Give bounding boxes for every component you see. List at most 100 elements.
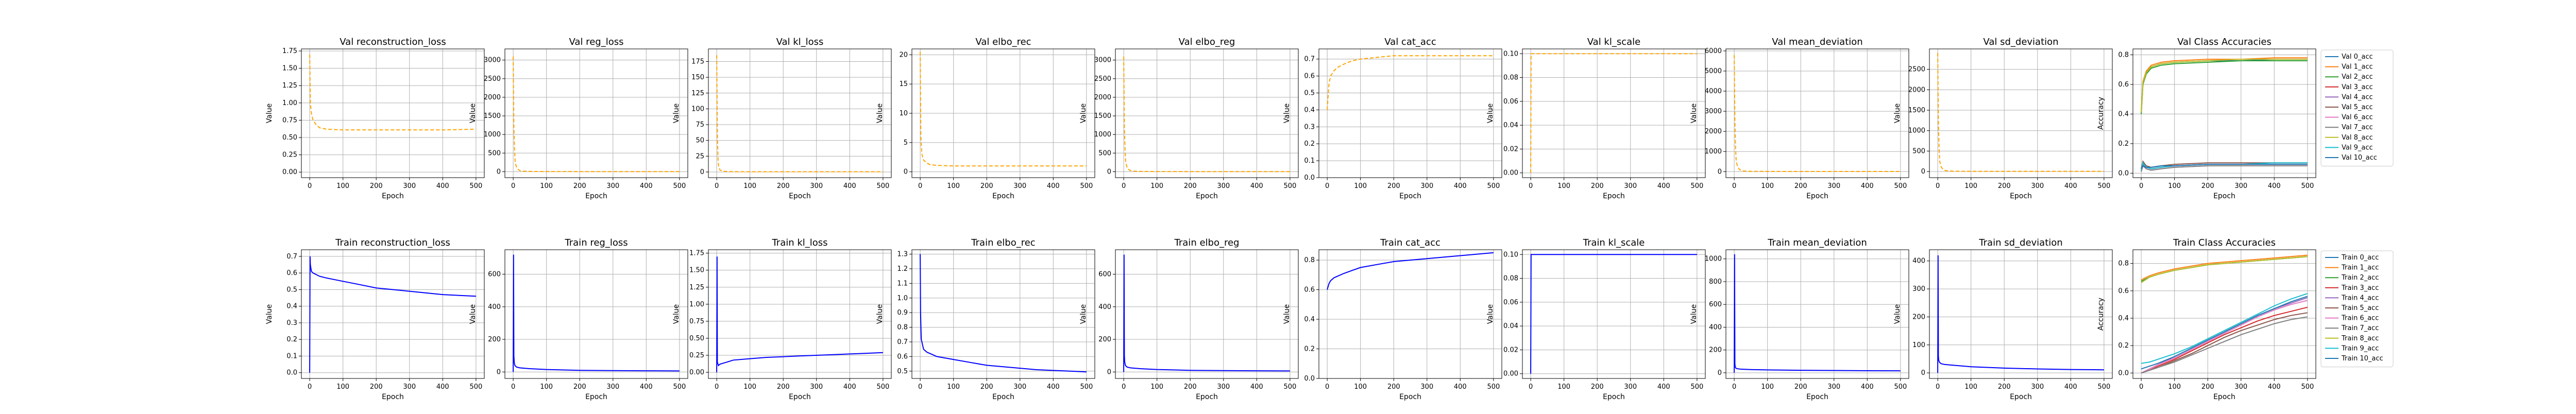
axes-frame (1929, 48, 2113, 178)
series-line-train-1_acc (2141, 254, 2308, 281)
x-tick-label: 500 (2097, 383, 2110, 391)
x-tick-label: 0 (511, 383, 515, 391)
y-tick-label: 0.4 (1304, 106, 1315, 114)
subplot-title: Train mean_deviation (1767, 237, 1867, 248)
y-tick-label: 0.2 (1304, 140, 1315, 148)
x-tick-label: 400 (2064, 383, 2077, 391)
y-axis-label: Value (1893, 304, 1902, 324)
x-tick-label: 400 (1250, 182, 1263, 190)
x-tick-label: 200 (370, 182, 383, 190)
y-tick-label: 0.6 (2118, 81, 2129, 89)
x-tick-label: 100 (1354, 182, 1367, 190)
axes-frame (708, 48, 892, 178)
y-axis-label: Value (469, 304, 477, 324)
y-tick-label: 6000 (1705, 47, 1722, 55)
x-tick-label: 100 (1761, 182, 1774, 190)
x-tick-label: 200 (1184, 383, 1197, 391)
series-line-train-3_acc (2141, 306, 2308, 374)
y-axis-label: Value (1283, 104, 1291, 123)
axes-frame (1725, 48, 1909, 178)
series-line (1123, 254, 1290, 372)
x-tick-label: 400 (436, 383, 449, 391)
y-tick-label: 1000 (1705, 148, 1722, 156)
y-tick-label: 125 (691, 90, 704, 97)
x-tick-label: 500 (2301, 383, 2314, 391)
axes-frame (2132, 48, 2316, 178)
series-line (920, 254, 1087, 373)
y-tick-label: 2500 (1094, 75, 1111, 83)
y-axis-label: Value (672, 304, 681, 324)
subplot-train-10: 0 100 200 300 400 500 0.0 0.2 0.4 0.6 0.8 Train Cla… (2097, 237, 2394, 401)
y-tick-label: 0.00 (1503, 370, 1518, 378)
subplot-title: Train elbo_reg (1174, 237, 1240, 248)
x-tick-label: 500 (673, 182, 686, 190)
x-tick-label: 0 (1529, 383, 1533, 391)
y-tick-label: 1.2 (897, 265, 908, 273)
x-tick-label: 200 (1387, 182, 1400, 190)
y-tick-label: 0.6 (1304, 286, 1315, 294)
y-tick-label: 0 (904, 168, 908, 176)
x-tick-label: 0 (1732, 383, 1736, 391)
y-tick-label: 0.50 (689, 335, 704, 342)
x-tick-label: 500 (673, 383, 686, 391)
series-line (920, 51, 1087, 167)
series-line (1734, 55, 1901, 172)
series-line-val-2_acc (2141, 60, 2308, 114)
y-tick-label: 1500 (484, 112, 501, 120)
y-tick-label: 400 (1912, 257, 1925, 265)
subplot-train-8: 0 100 200 300 400 500 0 200 400 600 800 1000 Train m… (1690, 237, 1909, 401)
x-tick-label: 300 (1420, 383, 1433, 391)
y-tick-label: 2000 (1094, 94, 1111, 101)
axes-frame (1725, 249, 1909, 379)
x-tick-label: 200 (1794, 383, 1807, 391)
x-tick-label: 0 (1122, 182, 1126, 190)
x-axis-label: Epoch (1806, 393, 1828, 401)
series-line (1327, 252, 1494, 290)
subplot-val-6: 0 100 200 300 400 500 0.0 0.1 0.2 0.3 0.4 0.5 0.6 0.7… (1283, 37, 1502, 200)
series-line (513, 56, 680, 173)
y-tick-label: 0.8 (2118, 51, 2129, 59)
axes-frame (1929, 249, 2113, 379)
legend-entry: Val 10_acc (2342, 154, 2377, 162)
x-tick-label: 100 (1761, 383, 1774, 391)
y-tick-label: 0.4 (1304, 316, 1315, 323)
series-line-train-7_acc (2141, 316, 2308, 374)
x-tick-label: 400 (2268, 182, 2281, 190)
y-tick-label: 0.25 (689, 352, 704, 359)
x-tick-label: 400 (640, 182, 653, 190)
x-tick-label: 200 (2201, 182, 2214, 190)
y-tick-label: 0.75 (689, 318, 704, 325)
y-tick-label: 0.3 (286, 319, 297, 327)
legend-entry: Val 6_acc (2342, 114, 2373, 122)
x-tick-label: 400 (1250, 383, 1263, 391)
legend-entry: Val 7_acc (2342, 124, 2373, 131)
x-tick-label: 300 (1827, 182, 1840, 190)
y-tick-label: 0.1 (1304, 157, 1315, 165)
x-axis-label: Epoch (1603, 192, 1625, 200)
axes-frame (1115, 249, 1299, 379)
subplot-title: Val sd_deviation (1983, 37, 2058, 47)
axes-frame (708, 249, 892, 379)
series-line (1937, 53, 2104, 172)
y-tick-label: 0.2 (1304, 346, 1315, 353)
x-axis-label: Epoch (992, 393, 1014, 401)
y-tick-label: 0.5 (1304, 90, 1315, 97)
x-tick-label: 100 (743, 383, 756, 391)
series-line (309, 256, 476, 373)
y-tick-label: 1000 (484, 131, 501, 139)
subplot-val-1: 0 100 200 300 400 500 0.00 0.25 0.50 0.75 1.00 1.25… (265, 37, 485, 200)
x-tick-label: 100 (540, 383, 553, 391)
y-tick-label: 0.3 (1304, 123, 1315, 131)
y-axis-label: Value (469, 104, 477, 123)
x-axis-label: Epoch (789, 192, 811, 200)
y-tick-label: 400 (488, 303, 501, 311)
x-tick-label: 0 (1936, 383, 1940, 391)
y-tick-label: 1000 (1908, 127, 1925, 135)
x-tick-label: 200 (1998, 182, 2011, 190)
subplot-title: Val elbo_rec (975, 37, 1031, 47)
subplot-val-5: 0 100 200 300 400 500 0 500 1000 1500 2000 2500 3000… (1079, 37, 1299, 200)
series-line-val-9_acc (2141, 161, 2308, 170)
x-tick-label: 500 (469, 182, 482, 190)
x-tick-label: 0 (1529, 182, 1533, 190)
